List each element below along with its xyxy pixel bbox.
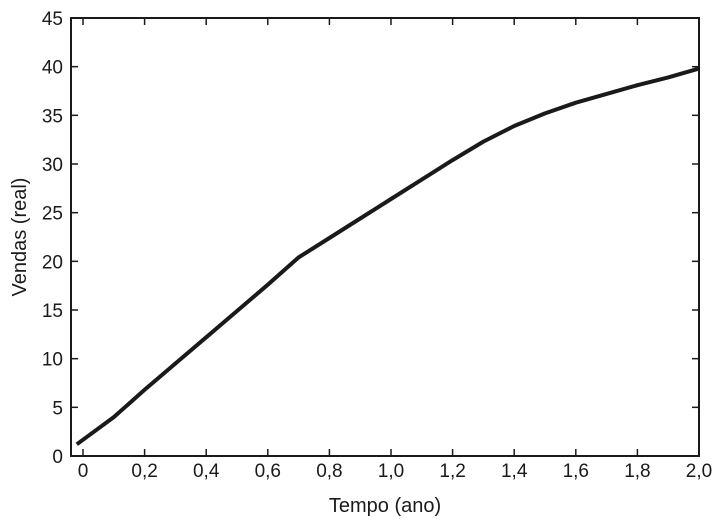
x-axis-label: Tempo (ano) bbox=[329, 495, 441, 517]
x-tick-label: 2,0 bbox=[686, 461, 712, 482]
y-axis-ticks bbox=[71, 17, 699, 457]
x-tick-label: 0 bbox=[78, 461, 89, 482]
y-tick-label: 40 bbox=[42, 58, 63, 79]
y-tick-label: 45 bbox=[42, 9, 63, 30]
x-tick-label: 0,2 bbox=[131, 461, 157, 482]
y-tick-label: 25 bbox=[42, 204, 63, 225]
plot-frame bbox=[70, 17, 700, 457]
y-axis-label: Vendas (real) bbox=[9, 178, 31, 297]
x-tick-label: 0,8 bbox=[316, 461, 342, 482]
y-tick-label: 10 bbox=[42, 350, 63, 371]
x-axis-ticks bbox=[82, 18, 700, 456]
x-tick-label: 1,6 bbox=[563, 461, 589, 482]
x-tick-label: 0,6 bbox=[255, 461, 281, 482]
y-tick-label: 30 bbox=[42, 155, 63, 176]
y-tick-label: 35 bbox=[42, 106, 63, 127]
x-axis-tick-labels: 0 0,2 0,4 0,6 0,8 1,0 1,2 1,4 1,6 1,8 2,0 bbox=[78, 461, 713, 482]
y-tick-label: 5 bbox=[52, 398, 63, 419]
y-tick-label: 0 bbox=[52, 447, 63, 468]
x-tick-label: 1,0 bbox=[378, 461, 404, 482]
y-tick-label: 20 bbox=[42, 252, 63, 273]
y-axis-tick-labels: 0 5 10 15 20 25 30 35 40 45 bbox=[42, 9, 63, 468]
x-tick-label: 1,2 bbox=[439, 461, 465, 482]
x-tick-label: 0,4 bbox=[193, 461, 220, 482]
y-tick-label: 15 bbox=[42, 301, 63, 322]
x-tick-label: 1,8 bbox=[624, 461, 650, 482]
series-line bbox=[75, 66, 700, 446]
x-tick-label: 1,4 bbox=[501, 461, 528, 482]
series-layer bbox=[75, 66, 700, 446]
